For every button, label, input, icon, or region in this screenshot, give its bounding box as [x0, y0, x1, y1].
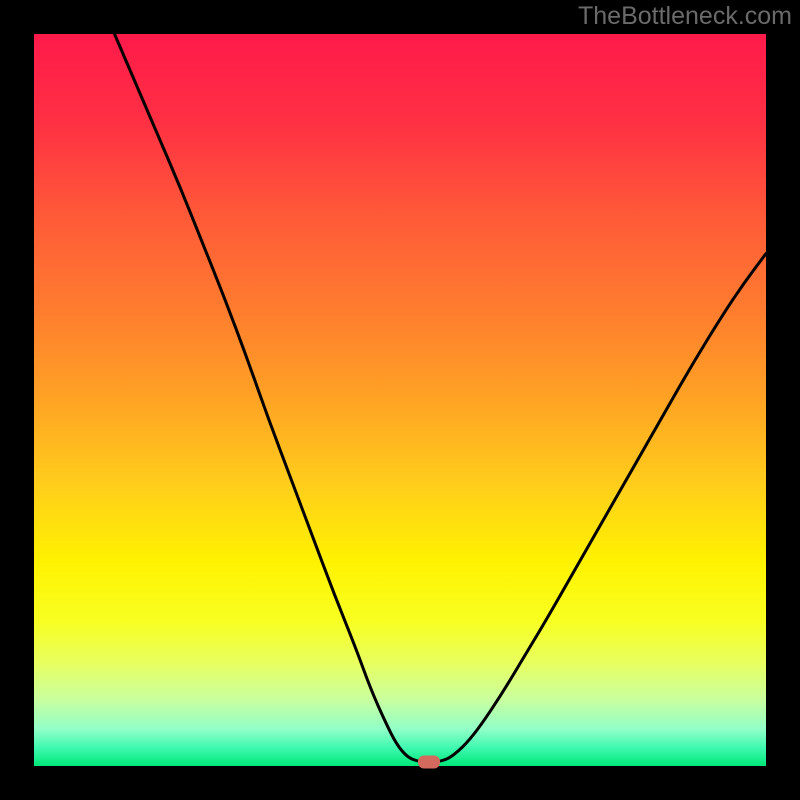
plot-area [34, 34, 766, 766]
chart-container: TheBottleneck.com [0, 0, 800, 800]
watermark-text: TheBottleneck.com [578, 2, 792, 31]
bottleneck-curve [34, 34, 766, 766]
optimal-marker [418, 755, 440, 768]
